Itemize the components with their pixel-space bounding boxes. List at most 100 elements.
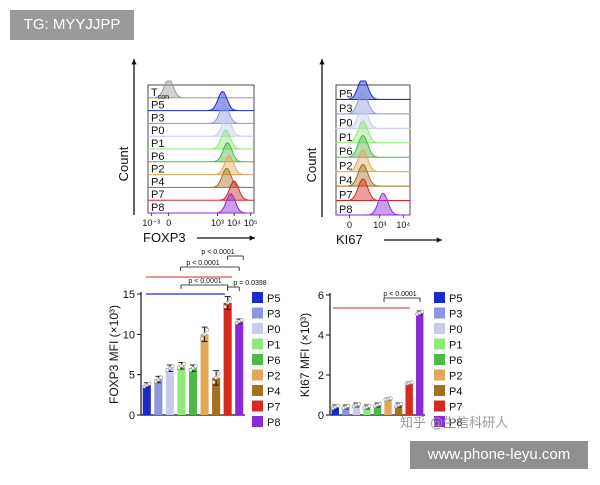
- bar-P4: [212, 377, 221, 415]
- replicate-dot-P6: [378, 401, 383, 406]
- legend-swatch-P3: [252, 307, 263, 319]
- hist-tick-label: 10⁴: [227, 218, 241, 228]
- replicate-dot-P4: [214, 375, 219, 380]
- sig-label-5: p = 0.0398: [233, 280, 266, 287]
- hist-curve-P3: [148, 103, 254, 124]
- bar-ylabel: KI67 MFI (×10³): [298, 313, 312, 397]
- legend-swatch-P0: [252, 323, 263, 334]
- legend-label-P6: P6: [267, 355, 280, 367]
- replicate-dot-P8: [420, 309, 425, 314]
- replicate-dot-P1: [181, 361, 186, 366]
- legend-swatch-P4: [252, 385, 263, 396]
- legend-swatch-P5: [252, 292, 263, 303]
- bar-y-tick-label: 15: [123, 289, 135, 301]
- bar-P3: [154, 379, 163, 415]
- ki67-sig-label: p < 0.0001: [383, 291, 416, 298]
- bar-P2: [200, 334, 209, 415]
- hist-curve-P8: [336, 192, 410, 216]
- watermark-tag: TG: MYYJJPP: [10, 10, 134, 40]
- hist-row-label: P4: [151, 176, 164, 188]
- bar-P3: [342, 407, 350, 415]
- legend-label-P1: P1: [267, 340, 280, 352]
- hist-row-label: P7: [151, 189, 164, 201]
- replicate-dot-P3: [346, 403, 351, 408]
- legend-swatch-P1: [434, 338, 445, 350]
- hist-curve-P2: [335, 149, 411, 173]
- legend-label-P2: P2: [449, 371, 462, 383]
- replicate-dot-P8: [239, 317, 244, 322]
- sig-label-1: p < 0.0001: [201, 249, 234, 256]
- hist-curve-P2: [148, 154, 254, 176]
- hist-curve-P1: [335, 120, 411, 144]
- hist-row-label: P0: [339, 117, 352, 129]
- sig-label-4: p < 0.0001: [188, 278, 221, 285]
- hist-row-label: P6: [151, 151, 164, 163]
- hist-xlabel: KI67: [336, 232, 363, 247]
- legend-swatch-P3: [434, 307, 445, 319]
- bar-y-tick-label: 0: [129, 410, 135, 422]
- legend-swatch-P8: [252, 416, 263, 427]
- legend-swatch-P5: [434, 292, 445, 303]
- hist-x-arrow-head: [436, 237, 442, 243]
- hist-y-arrow-head: [131, 59, 137, 65]
- legend-label-P0: P0: [449, 324, 462, 336]
- hist-curve-Tcon: [148, 80, 254, 99]
- hist-ylabel: Count: [116, 146, 131, 181]
- legend-label-P8: P8: [267, 417, 280, 429]
- hist-curve-P4: [335, 163, 411, 187]
- legend-label-P5: P5: [449, 293, 462, 305]
- sig-label-2: p < 0.0001: [186, 260, 219, 267]
- hist-curve-P0: [335, 106, 411, 129]
- replicate-dot-P5: [147, 381, 152, 386]
- hist-row-label: P5: [339, 88, 352, 100]
- bar-y-tick-label: 4: [318, 330, 324, 342]
- replicate-dot-P7: [228, 297, 233, 302]
- legend-label-P0: P0: [267, 324, 280, 336]
- hist-row-label-sub: con: [158, 94, 169, 101]
- hist-tick-label: 10⁵: [244, 218, 258, 228]
- hist-row-label: P2: [151, 164, 164, 176]
- hist-ylabel: Count: [304, 147, 319, 182]
- hist-row-label: P0: [151, 125, 164, 137]
- legend-label-P3: P3: [449, 309, 462, 321]
- replicate-dot-P0: [356, 401, 361, 406]
- replicate-dot-P2: [388, 396, 393, 401]
- replicate-dot-P2: [200, 336, 205, 341]
- legend-label-P4: P4: [267, 386, 280, 398]
- legend-swatch-P8: [434, 416, 445, 427]
- hist-row-label: P7: [339, 190, 352, 202]
- bar-P7: [223, 302, 232, 415]
- bar-P4: [394, 405, 403, 415]
- bar-P5: [142, 385, 151, 415]
- replicate-dot-P2: [205, 327, 210, 332]
- bar-P5: [331, 407, 339, 415]
- hist-tick-label: 0: [347, 220, 352, 230]
- hist-curve-P8: [148, 193, 254, 214]
- bar-P2: [384, 399, 392, 415]
- hist-row-label: P4: [339, 175, 352, 187]
- bar-y-tick-label: 5: [129, 370, 135, 382]
- bar-y-tick-label: 2: [318, 370, 324, 382]
- replicate-dot-P7: [409, 380, 414, 385]
- hist-curve-P1: [148, 129, 254, 150]
- legend-label-P7: P7: [449, 402, 462, 414]
- replicate-dot-P6: [193, 364, 198, 369]
- hist-row-label: P1: [339, 132, 352, 144]
- legend-swatch-P2: [252, 369, 263, 381]
- hist-row-label: P6: [339, 146, 352, 158]
- hist-y-arrow-head: [319, 59, 325, 65]
- hist-row-label: P8: [339, 204, 352, 216]
- bar-ylabel: FOXP3 MFI (×10³): [107, 305, 121, 404]
- hist-row-label: P8: [151, 202, 164, 214]
- legend-label-P1: P1: [449, 340, 462, 352]
- hist-curve-P5: [148, 90, 254, 112]
- legend-label-P6: P6: [449, 355, 462, 367]
- bar-P8: [235, 321, 244, 415]
- legend-swatch-P1: [252, 338, 263, 350]
- replicate-dot-P2: [202, 332, 207, 337]
- hist-tick-label: 10⁻³: [142, 218, 160, 228]
- hist-curve-P7: [148, 180, 254, 201]
- replicate-dot-P0: [170, 364, 175, 369]
- bar-P7: [405, 383, 413, 415]
